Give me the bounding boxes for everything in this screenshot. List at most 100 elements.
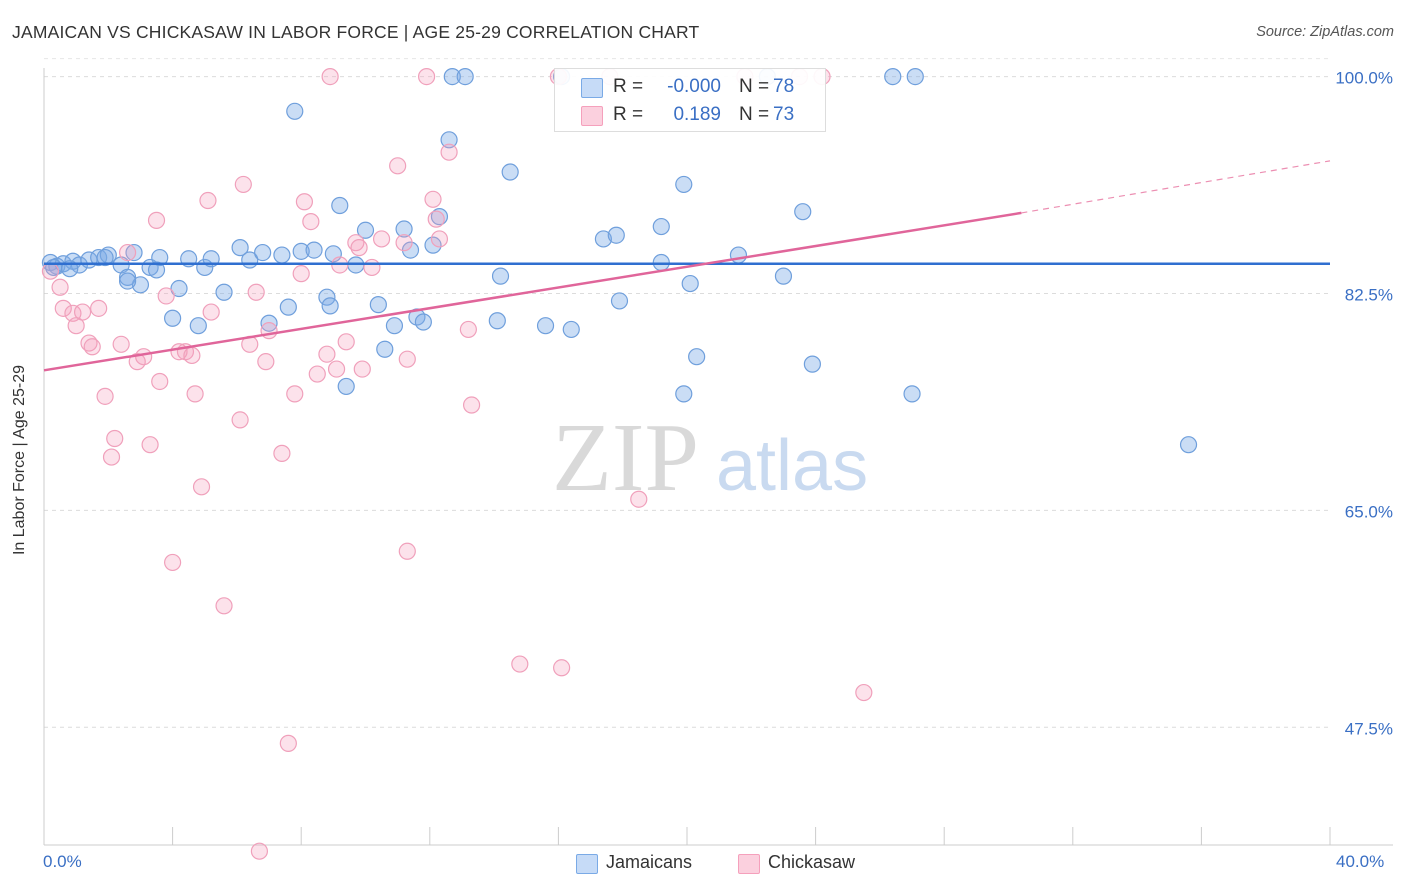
jamaicans-point-48 bbox=[443, 67, 461, 86]
chickasaw-point-2 bbox=[54, 299, 72, 317]
chickasaw-point-33 bbox=[250, 842, 269, 860]
watermark-zip: ZIP bbox=[552, 404, 699, 512]
y-tick-label-2: 82.5% bbox=[1345, 285, 1393, 304]
chickasaw-point-72 bbox=[855, 683, 873, 702]
legend-r-value: -0.000 bbox=[667, 76, 721, 97]
jamaicans-point-49 bbox=[456, 67, 474, 86]
y-tick-label-3: 100.0% bbox=[1335, 69, 1393, 88]
jamaicans-point-57 bbox=[607, 226, 625, 244]
chickasaw-point-37 bbox=[279, 734, 297, 752]
chickasaw-point-27 bbox=[202, 303, 220, 321]
jamaicans-point-59 bbox=[652, 217, 670, 236]
chickasaw-point-57 bbox=[417, 67, 436, 86]
chickasaw-point-25 bbox=[192, 478, 211, 496]
jamaicans-point-62 bbox=[675, 385, 693, 403]
jamaicans-point-11 bbox=[131, 276, 150, 294]
jamaicans-point-39 bbox=[376, 340, 394, 358]
chickasaw-point-10 bbox=[102, 448, 121, 466]
y-tick-label-0: 47.5% bbox=[1345, 719, 1393, 738]
chickasaw-point-15 bbox=[135, 348, 153, 366]
legend-n-label: N = bbox=[739, 104, 770, 125]
jamaicans-point-63 bbox=[681, 274, 699, 293]
legend-swatch-chickasaw bbox=[581, 106, 603, 126]
chickasaw-point-16 bbox=[141, 436, 159, 454]
chickasaw-point-55 bbox=[398, 350, 416, 368]
jamaicans-point-30 bbox=[305, 241, 323, 259]
jamaicans-point-64 bbox=[688, 348, 706, 366]
series-legend: Jamaicans Chickasaw bbox=[0, 852, 1406, 878]
chickasaw-point-40 bbox=[295, 193, 314, 211]
jamaicans-point-56 bbox=[594, 230, 613, 248]
jamaicans-point-41 bbox=[395, 220, 413, 238]
y-axis-label: In Labor Force | Age 25-29 bbox=[11, 364, 28, 556]
jamaicans-point-52 bbox=[491, 267, 510, 285]
jamaicans-point-36 bbox=[331, 196, 349, 215]
jamaicans-point-68 bbox=[794, 203, 812, 221]
chickasaw-point-29 bbox=[231, 411, 249, 429]
y-tick-label-1: 65.0% bbox=[1345, 502, 1393, 521]
chickasaw-point-53 bbox=[389, 157, 407, 175]
jamaicans-point-77 bbox=[118, 272, 137, 290]
jamaicans-point-73 bbox=[1179, 436, 1198, 454]
chickasaw-point-60 bbox=[430, 230, 449, 248]
legend-swatch-jamaicans bbox=[576, 854, 598, 874]
jamaicans-point-14 bbox=[151, 248, 169, 267]
chickasaw-point-24 bbox=[186, 385, 204, 403]
chickasaw-point-0 bbox=[41, 262, 60, 280]
chickasaw-point-61 bbox=[440, 143, 458, 161]
chickasaw-point-56 bbox=[398, 542, 416, 560]
jamaicans-point-44 bbox=[414, 313, 432, 331]
chickasaw-point-9 bbox=[96, 387, 114, 405]
legend-r-label: R = bbox=[613, 76, 644, 97]
correlation-legend: R = -0.000 N = 78 R = 0.189 N = 73 bbox=[554, 68, 826, 132]
jamaicans-point-55 bbox=[562, 320, 580, 339]
chickasaw-point-59 bbox=[427, 210, 445, 228]
jamaicans-point-61 bbox=[675, 175, 693, 194]
chickasaw-point-32 bbox=[247, 283, 265, 301]
chickasaw-point-63 bbox=[462, 396, 481, 414]
chickasaw-point-23 bbox=[183, 346, 201, 365]
jamaicans-point-65 bbox=[729, 246, 748, 264]
chickasaw-point-50 bbox=[353, 360, 371, 378]
chickasaw-point-48 bbox=[347, 234, 365, 252]
chickasaw-point-11 bbox=[106, 429, 124, 448]
chickasaw-point-30 bbox=[234, 175, 252, 194]
jamaicans-point-9 bbox=[118, 268, 137, 286]
jamaicans-point-16 bbox=[170, 279, 188, 298]
jamaicans-point-32 bbox=[321, 297, 339, 315]
jamaicans-point-53 bbox=[536, 317, 555, 335]
chickasaw-point-38 bbox=[286, 385, 304, 403]
chickasaw-point-68 bbox=[630, 490, 648, 508]
source-label: Source: ZipAtlas.com bbox=[1256, 24, 1394, 40]
chickasaw-point-47 bbox=[337, 333, 355, 351]
jamaicans-point-18 bbox=[189, 317, 207, 335]
chickasaw-point-19 bbox=[157, 287, 175, 305]
chickasaw-point-12 bbox=[112, 335, 130, 353]
jamaicans-point-24 bbox=[254, 243, 272, 262]
jamaicans-point-72 bbox=[903, 385, 921, 403]
chickasaw-point-7 bbox=[83, 338, 101, 356]
y-tick-labels: 47.5% 65.0% 82.5% 100.0% bbox=[1335, 69, 1393, 739]
chickasaw-point-43 bbox=[318, 345, 336, 363]
jamaicans-point-38 bbox=[369, 296, 387, 314]
jamaicans-point-15 bbox=[164, 309, 182, 327]
trend-lines bbox=[43, 160, 1331, 372]
legend-n-value: 78 bbox=[773, 76, 795, 97]
legend-label-jamaicans: Jamaicans bbox=[606, 852, 693, 872]
chickasaw-point-36 bbox=[273, 444, 291, 462]
chickasaw-point-17 bbox=[147, 211, 166, 229]
jamaicans-point-26 bbox=[273, 246, 291, 264]
chart-title: JAMAICAN VS CHICKASAW IN LABOR FORCE | A… bbox=[12, 22, 700, 42]
x-tick-min: 0.0% bbox=[43, 852, 82, 871]
chickasaw-point-52 bbox=[372, 230, 391, 248]
chickasaw-point-58 bbox=[424, 190, 442, 208]
legend-swatch-chickasaw bbox=[738, 854, 760, 874]
chickasaw-point-26 bbox=[199, 191, 217, 210]
jamaicans-point-58 bbox=[610, 292, 629, 310]
chickasaw-point-66 bbox=[553, 659, 571, 677]
chickasaw-point-62 bbox=[459, 320, 477, 339]
jamaicans-point-50 bbox=[488, 312, 506, 330]
chickasaw-trend-line bbox=[43, 211, 1022, 372]
jamaicans-point-45 bbox=[424, 236, 442, 254]
